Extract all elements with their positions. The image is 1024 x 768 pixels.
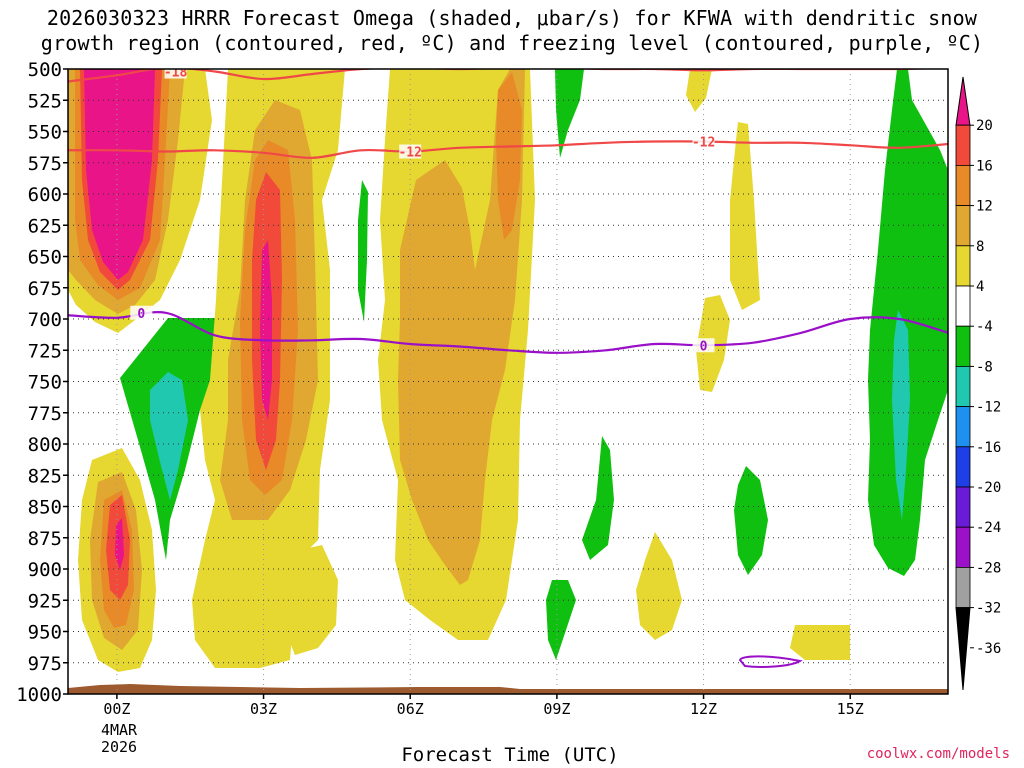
y-tick-label-525: 525 (28, 90, 62, 112)
y-tick-label-500: 500 (28, 59, 62, 81)
y-tick-label-725: 725 (28, 340, 62, 362)
x-axis-label: Forecast Time (UTC) (401, 744, 619, 766)
omega-fill-yellow-cell-11z (636, 532, 682, 640)
contour-label-zero-b: 0 (700, 339, 708, 354)
chart-title-line-1: 2026030323 HRRR Forecast Omega (shaded, … (46, 6, 978, 30)
colorbar-swatch-5 (955, 285, 971, 327)
contour-label-minus18-bg (164, 69, 187, 79)
colorbar-label-20: 20 (976, 118, 993, 134)
colorbar-swatch-6 (955, 325, 971, 367)
y-tick-label-625: 625 (28, 215, 62, 237)
omega-shading (68, 69, 948, 694)
omega-fill-yellow-cell-13z (730, 122, 760, 310)
y-tick-label-650: 650 (28, 247, 62, 269)
contour-label-minus12-a: -12 (398, 146, 421, 161)
y-tick-label-875: 875 (28, 528, 62, 550)
colorbar-swatch-12 (955, 567, 971, 609)
y-tick-label-700: 700 (28, 309, 62, 331)
axes: 500 525 550 575 600 625 650 675 700 725 750 775 800 8… (16, 59, 949, 718)
omega-fill-green-cell-10z (582, 436, 614, 560)
omega-fill-yellow-cell-12z-top (686, 69, 712, 112)
contour-label-zero-b-bg (692, 338, 715, 353)
colorbar-label--12: -12 (976, 400, 1001, 416)
colorbar-swatch-4 (955, 245, 971, 287)
colorbar-label-16: 16 (976, 158, 993, 174)
omega-fill-orange-cell-08z (496, 72, 522, 240)
colorbar-label--8: -8 (976, 359, 993, 375)
omega-fill-magenta-core-03z (260, 240, 272, 420)
y-tick-label-900: 900 (28, 559, 62, 581)
y-tick-label-925: 925 (28, 590, 62, 612)
colorbar-label--4: -4 (976, 319, 993, 335)
omega-fill-yellow-blob-03z (285, 545, 338, 655)
omega-fill-gold-broad-06z (398, 69, 525, 585)
colorbar-swatch-3 (955, 205, 971, 247)
colorbar-label-8: 8 (976, 239, 984, 255)
omega-fill-green-sink-16z (868, 69, 948, 576)
colorbar-label-12: 12 (976, 199, 993, 215)
contour-freezing (68, 311, 948, 354)
colorbar-swatch-8 (955, 406, 971, 448)
colorbar-swatch-1 (955, 124, 971, 166)
omega-fill-green-cell-13z (734, 466, 768, 575)
y-tick-label-575: 575 (28, 153, 62, 175)
chart-title-line-2: growth region (contoured, red, ºC) and f… (40, 31, 984, 55)
credit-text: coolwx.com/models (866, 746, 1010, 762)
temperature-contours: -18 -12 -12 0 0 (68, 66, 948, 668)
y-tick-label-675: 675 (28, 278, 62, 300)
contour-label-minus18: -18 (164, 66, 188, 81)
colorbar-label--24: -24 (976, 520, 1001, 536)
x-tick-label-12Z: 12Z (690, 700, 717, 718)
y-tick-label-950: 950 (28, 622, 62, 644)
omega-fill-magenta-core-left (84, 69, 155, 280)
x-tick-label-15Z: 15Z (837, 700, 864, 718)
colorbar-label--28: -28 (976, 560, 1001, 576)
y-tick-label-600: 600 (28, 184, 62, 206)
colorbar-top-arrow (955, 76, 971, 126)
date-day: 4MAR (100, 721, 138, 739)
omega-fill-yellow-cell-14z (790, 625, 850, 660)
omega-fill-teal-sink-16z (892, 310, 910, 520)
colorbar-swatch-7 (955, 365, 971, 407)
y-tick-label-850: 850 (28, 497, 62, 519)
y-tick-label-750: 750 (28, 372, 62, 394)
x-tick-label-09Z: 09Z (543, 700, 570, 718)
contour-label-zero-a: 0 (137, 307, 145, 322)
terrain-surface (68, 684, 948, 694)
date-year: 2026 (100, 738, 138, 756)
y-tick-label-775: 775 (28, 403, 62, 425)
colorbar-swatch-10 (955, 486, 971, 528)
colorbar-bottom-arrow (955, 607, 971, 691)
omega-fill-green-cell-05z (358, 180, 368, 322)
colorbar-label-4: 4 (976, 279, 984, 295)
x-tick-label-00Z: 00Z (103, 700, 130, 718)
contour-label-minus12-b: -12 (692, 136, 715, 151)
date-label: 4MAR 2026 (94, 722, 144, 756)
colorbar-swatch-9 (955, 446, 971, 488)
contour-freezing-loop (738, 655, 803, 668)
contour--12 (68, 140, 948, 159)
colorbar-swatch-11 (955, 526, 971, 568)
y-tick-label-975: 975 (28, 653, 62, 675)
colorbar-label--16: -16 (976, 440, 1001, 456)
x-tick-label-03Z: 03Z (250, 700, 277, 718)
omega-fill-green-cell-09z-top (555, 69, 584, 158)
y-tick-label-550: 550 (28, 122, 62, 144)
x-tick-label-06Z: 06Z (397, 700, 424, 718)
colorbar-label--32: -32 (976, 601, 1001, 617)
contour-label-minus12-a-bg (399, 144, 422, 159)
omega-fill-teal-sink-left (150, 372, 188, 500)
colorbar-swatch-2 (955, 164, 971, 206)
contour-label-zero-a-bg (130, 305, 153, 320)
contour-label-minus12-b-bg (692, 134, 715, 149)
omega-fill-magenta-lower-left (115, 518, 124, 570)
y-tick-label-800: 800 (28, 434, 62, 456)
colorbar-label--20: -20 (976, 480, 1001, 496)
y-tick-label-1000: 1000 (16, 684, 62, 706)
y-tick-label-825: 825 (28, 465, 62, 487)
colorbar: 20 16 12 8 4 -4 -8 -12 -16 -20 -24 -28 -32 -36 (955, 76, 1001, 691)
contour--18 (68, 69, 945, 83)
colorbar-label--36: -36 (976, 641, 1001, 657)
